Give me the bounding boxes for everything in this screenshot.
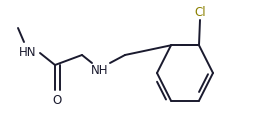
Text: O: O [52, 93, 62, 107]
Text: HN: HN [19, 46, 37, 58]
Text: Cl: Cl [194, 6, 206, 18]
Text: NH: NH [91, 63, 109, 77]
